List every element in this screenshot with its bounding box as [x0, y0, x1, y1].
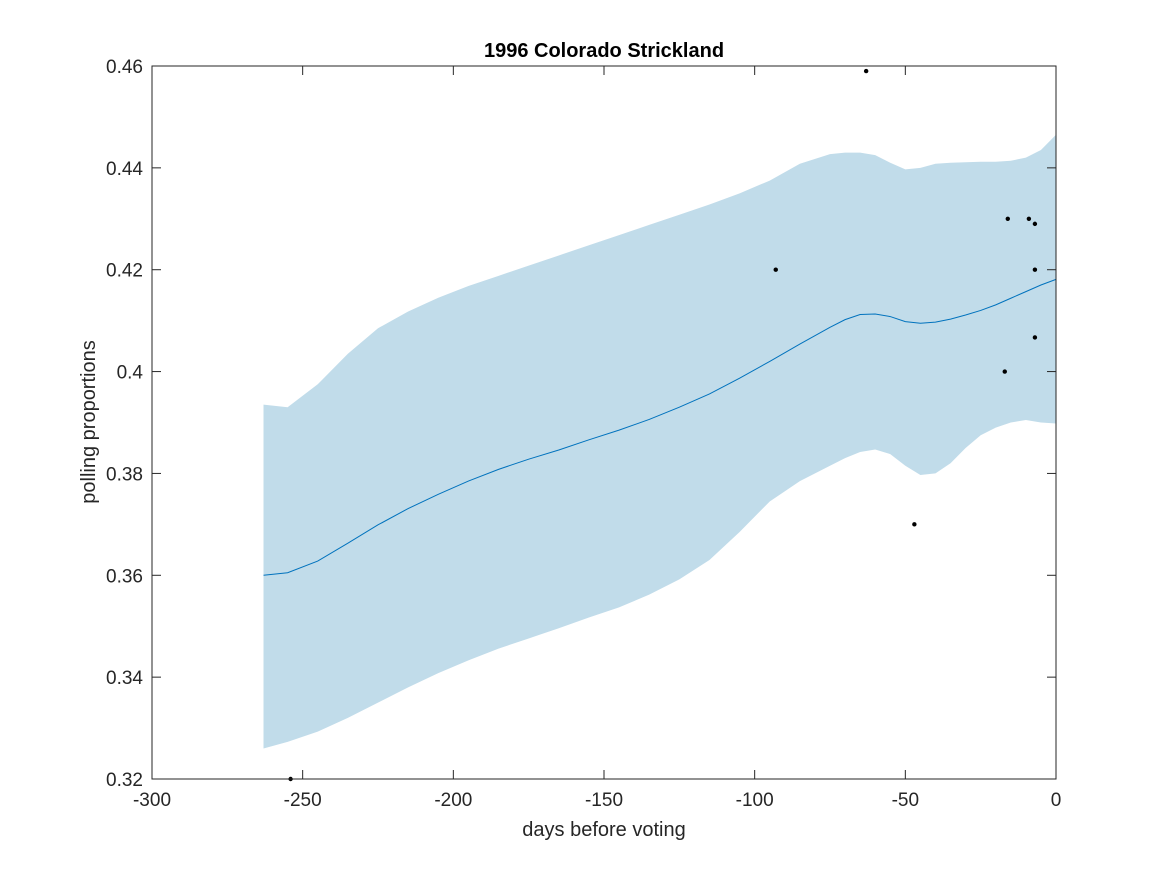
y-axis-label: polling proportions — [78, 340, 100, 503]
y-tick-label: 0.38 — [106, 464, 143, 485]
y-tick-label: 0.36 — [106, 566, 143, 587]
mean-line — [263, 278, 1057, 576]
confidence-band — [263, 134, 1056, 749]
axis-ticks: -300 -250 -200 -150 -100 -50 0 0.32 0.34 0.36 0.38… — [106, 57, 1061, 811]
x-tick-label: -250 — [284, 790, 322, 811]
data-point — [773, 267, 778, 272]
x-tick-label: -100 — [736, 790, 774, 811]
y-tick-label: 0.32 — [106, 770, 143, 791]
x-tick-label: -300 — [133, 790, 171, 811]
y-tick-label: 0.44 — [106, 159, 143, 180]
x-tick-label: -50 — [892, 790, 919, 811]
y-tick-label: 0.42 — [106, 261, 143, 282]
data-point — [1032, 221, 1038, 227]
x-axis-label: days before voting — [522, 819, 685, 841]
data-point — [1032, 335, 1038, 340]
x-tick-label: -150 — [585, 790, 623, 811]
confidence-band-layer — [263, 134, 1056, 749]
x-tick-label: 0 — [1051, 790, 1062, 811]
y-tick-label: 0.46 — [106, 57, 143, 78]
chart-title: 1996 Colorado Strickland — [484, 40, 724, 62]
y-tick-label: 0.34 — [106, 668, 143, 689]
data-point — [863, 68, 869, 74]
y-tick-label: 0.4 — [117, 363, 144, 384]
data-point — [1032, 267, 1038, 272]
data-point — [912, 522, 917, 527]
data-point — [1026, 216, 1032, 221]
mean-line-layer — [263, 278, 1057, 576]
x-tick-label: -200 — [434, 790, 472, 811]
data-point — [1005, 216, 1010, 221]
data-points-layer — [288, 68, 1038, 782]
data-point — [1002, 369, 1007, 374]
